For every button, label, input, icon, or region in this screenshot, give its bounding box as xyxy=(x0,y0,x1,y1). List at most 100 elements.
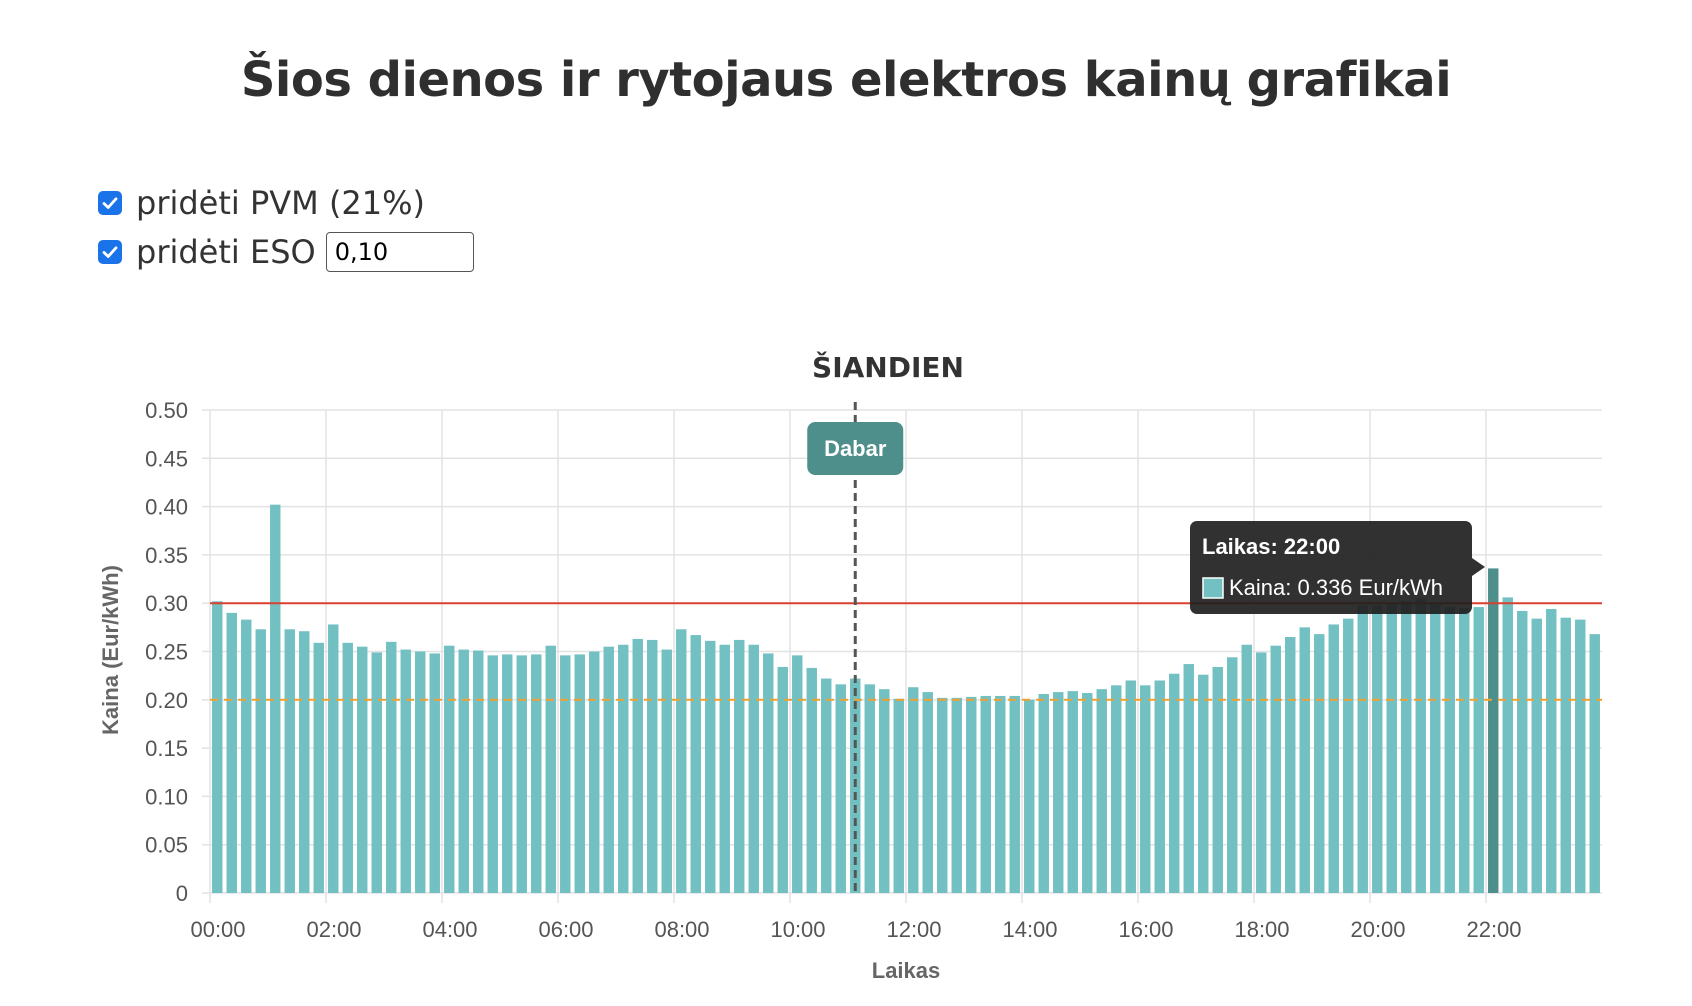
price-bar[interactable] xyxy=(1517,610,1528,893)
price-bar[interactable] xyxy=(1241,644,1252,893)
price-bar[interactable] xyxy=(560,655,571,893)
price-bar[interactable] xyxy=(429,653,440,893)
price-bar[interactable] xyxy=(1430,603,1441,893)
price-bar[interactable] xyxy=(574,654,585,893)
price-bar[interactable] xyxy=(1589,634,1600,893)
price-bar[interactable] xyxy=(806,667,817,893)
price-bar[interactable] xyxy=(342,642,353,893)
price-bar[interactable] xyxy=(893,698,904,893)
price-bar[interactable] xyxy=(1546,608,1557,893)
price-bar[interactable] xyxy=(589,651,600,894)
price-bar[interactable] xyxy=(1212,666,1223,893)
price-bar[interactable] xyxy=(473,650,484,893)
eso-value-input[interactable] xyxy=(325,232,474,272)
eso-checkbox[interactable] xyxy=(98,240,122,264)
price-bar[interactable] xyxy=(1488,568,1499,893)
price-bar[interactable] xyxy=(328,624,339,893)
price-bar[interactable] xyxy=(821,678,832,893)
price-bar[interactable] xyxy=(1575,619,1586,893)
price-bar[interactable] xyxy=(1343,618,1354,893)
price-bar[interactable] xyxy=(1560,617,1571,893)
price-bar[interactable] xyxy=(1299,627,1310,893)
price-bar[interactable] xyxy=(241,619,252,893)
price-bar[interactable] xyxy=(864,684,875,893)
price-bar[interactable] xyxy=(357,646,368,893)
price-bar[interactable] xyxy=(1372,605,1383,893)
price-bar[interactable] xyxy=(603,646,614,893)
price-bar[interactable] xyxy=(1067,691,1078,893)
price-bar[interactable] xyxy=(516,655,527,893)
price-bar[interactable] xyxy=(618,644,629,893)
price-bar[interactable] xyxy=(1444,607,1455,893)
price-bar[interactable] xyxy=(313,642,324,893)
price-bar[interactable] xyxy=(1502,597,1513,893)
price-bar[interactable] xyxy=(386,641,397,893)
y-tick-label: 0 xyxy=(176,881,188,906)
price-bar[interactable] xyxy=(1009,695,1020,893)
price-bar[interactable] xyxy=(647,639,658,893)
price-bar[interactable] xyxy=(1270,645,1281,893)
price-bar[interactable] xyxy=(1082,693,1093,893)
price-bar[interactable] xyxy=(284,629,295,893)
price-bar[interactable] xyxy=(1256,652,1267,893)
price-bar[interactable] xyxy=(908,687,919,893)
price-bar[interactable] xyxy=(1183,664,1194,893)
price-bar[interactable] xyxy=(792,655,803,893)
price-bar[interactable] xyxy=(922,692,933,893)
price-bar[interactable] xyxy=(212,601,223,893)
price-bar[interactable] xyxy=(937,697,948,893)
price-bar[interactable] xyxy=(1386,603,1397,893)
price-bar[interactable] xyxy=(748,644,759,893)
price-bar[interactable] xyxy=(1227,657,1238,893)
price-bar[interactable] xyxy=(1111,685,1122,893)
price-bar[interactable] xyxy=(676,629,687,893)
price-bar[interactable] xyxy=(226,612,237,893)
price-bar[interactable] xyxy=(1401,601,1412,893)
price-bar[interactable] xyxy=(1328,624,1339,893)
price-bar[interactable] xyxy=(1038,694,1049,893)
price-bar[interactable] xyxy=(1125,680,1136,893)
price-bar[interactable] xyxy=(1314,634,1325,893)
price-bar[interactable] xyxy=(1096,689,1107,893)
price-bar[interactable] xyxy=(1198,674,1209,893)
price-bar[interactable] xyxy=(1024,699,1035,893)
price-bar[interactable] xyxy=(632,638,643,893)
price-bar[interactable] xyxy=(879,689,890,893)
price-bar[interactable] xyxy=(1154,680,1165,893)
chart-title: ŠIANDIEN xyxy=(812,350,964,384)
price-bar[interactable] xyxy=(1415,598,1426,893)
price-bar[interactable] xyxy=(763,653,774,893)
price-bar[interactable] xyxy=(1357,605,1368,893)
price-bar[interactable] xyxy=(444,645,455,893)
price-bar[interactable] xyxy=(1169,673,1180,893)
price-bar[interactable] xyxy=(661,649,672,893)
price-bar[interactable] xyxy=(980,695,991,893)
price-bar[interactable] xyxy=(255,629,266,893)
price-bar[interactable] xyxy=(966,696,977,893)
price-bar[interactable] xyxy=(690,635,701,893)
price-bar[interactable] xyxy=(719,644,730,893)
price-bar[interactable] xyxy=(502,654,513,893)
price-bar[interactable] xyxy=(400,649,411,893)
price-bar[interactable] xyxy=(1473,607,1484,893)
price-bar[interactable] xyxy=(835,684,846,893)
price-bar[interactable] xyxy=(531,654,542,893)
price-bar[interactable] xyxy=(995,695,1006,893)
price-bar[interactable] xyxy=(299,631,310,893)
price-bar[interactable] xyxy=(705,640,716,893)
price-bar[interactable] xyxy=(1459,608,1470,893)
price-bar[interactable] xyxy=(1140,685,1151,893)
price-bar[interactable] xyxy=(415,651,426,894)
pvm-checkbox[interactable] xyxy=(98,191,122,215)
price-bar[interactable] xyxy=(487,655,498,893)
price-bar[interactable] xyxy=(951,697,962,893)
price-bar[interactable] xyxy=(270,504,281,893)
price-bar[interactable] xyxy=(1531,618,1542,893)
price-bar[interactable] xyxy=(734,639,745,893)
price-bar[interactable] xyxy=(458,649,469,893)
price-bar[interactable] xyxy=(371,652,382,893)
price-bar[interactable] xyxy=(1053,692,1064,893)
price-bar[interactable] xyxy=(545,645,556,893)
price-bar[interactable] xyxy=(777,666,788,893)
price-bar[interactable] xyxy=(1285,637,1296,893)
